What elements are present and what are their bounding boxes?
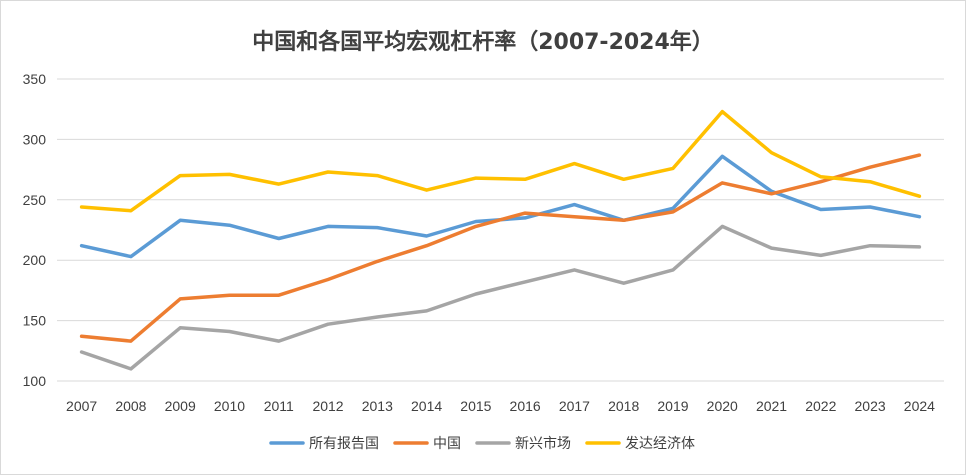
x-tick-label: 2008 [115, 398, 146, 414]
y-tick-label: 250 [23, 192, 47, 208]
x-tick-label: 2009 [165, 398, 196, 414]
x-tick-label: 2012 [312, 398, 343, 414]
y-tick-label: 350 [23, 71, 47, 87]
x-tick-label: 2013 [362, 398, 393, 414]
x-tick-label: 2010 [214, 398, 245, 414]
x-tick-label: 2019 [657, 398, 688, 414]
legend: 所有报告国 中国 新兴市场 发达经济体 [269, 435, 695, 452]
x-tick-label: 2015 [460, 398, 491, 414]
x-tick-label: 2014 [411, 398, 442, 414]
y-tick-label: 300 [23, 131, 47, 147]
series-line-2 [79, 224, 922, 371]
x-tick-label: 2020 [707, 398, 738, 414]
gridlines [57, 78, 944, 382]
x-tick-label: 2007 [66, 398, 97, 414]
series-line-0 [79, 154, 922, 259]
y-tick-label: 150 [23, 313, 47, 329]
x-tick-label: 2016 [510, 398, 541, 414]
y-axis-ticks: 100 150 200 250 300 350 [23, 71, 47, 389]
x-axis-ticks: 2007 2008 2009 2010 2011 2012 2013 2014 2015 2016… [66, 398, 935, 414]
series-line-1 [79, 153, 922, 343]
x-tick-label: 2024 [904, 398, 935, 414]
legend-label-0: 所有报告国 [309, 436, 379, 452]
x-tick-label: 2017 [559, 398, 590, 414]
legend-label-1: 中国 [433, 436, 461, 452]
x-tick-label: 2023 [855, 398, 886, 414]
y-tick-label: 100 [23, 373, 47, 389]
x-tick-label: 2011 [264, 398, 294, 414]
series-line-3 [79, 109, 922, 213]
x-tick-label: 2021 [756, 398, 787, 414]
chart-title: 中国和各国平均宏观杠杆率（2007-2024年） [252, 29, 714, 55]
x-tick-label: 2022 [805, 398, 836, 414]
y-tick-label: 200 [23, 252, 47, 268]
series-lines [79, 109, 922, 371]
legend-label-3: 发达经济体 [625, 436, 695, 452]
x-tick-label: 2018 [608, 398, 639, 414]
legend-label-2: 新兴市场 [515, 435, 571, 452]
